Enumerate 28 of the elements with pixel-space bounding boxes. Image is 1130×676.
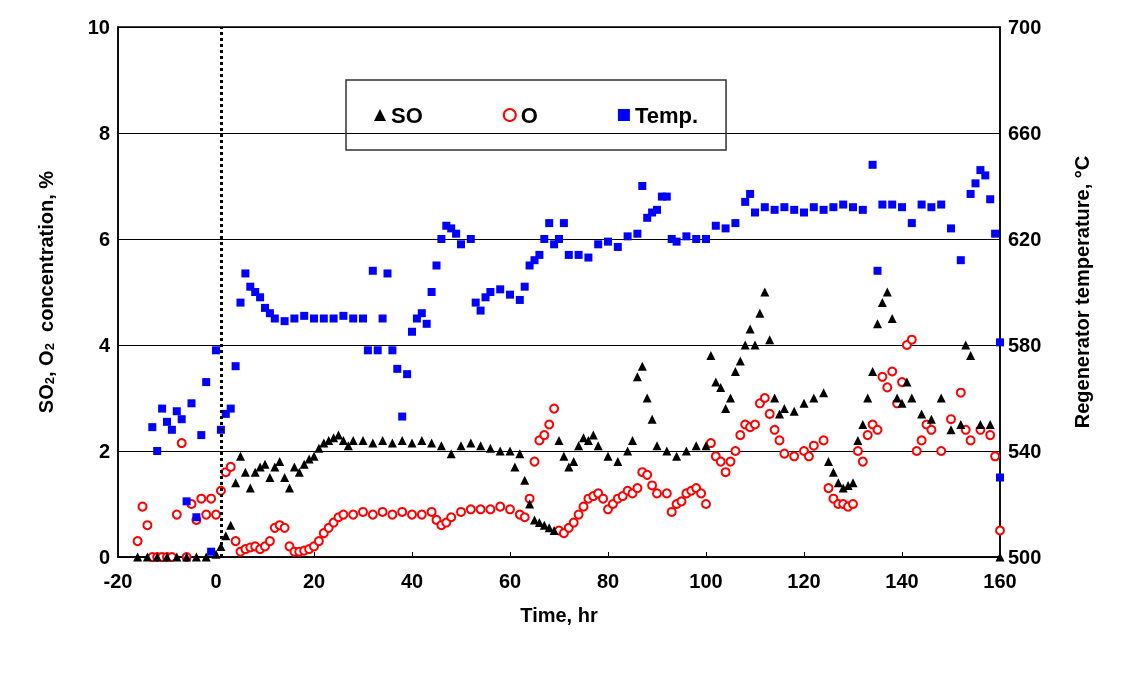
x-tick-label: 100 <box>689 570 723 592</box>
legend-label: Temp. <box>634 102 699 128</box>
x-tick-label: 20 <box>302 570 326 592</box>
x-tick-label: 140 <box>885 570 919 592</box>
legend-label: O <box>520 102 538 128</box>
x-tick-label: 160 <box>983 570 1017 592</box>
y-tick-label: 0 <box>98 546 110 568</box>
y-tick-label: 6 <box>98 228 110 250</box>
x-tick-label: 40 <box>400 570 424 592</box>
legend-label: SO <box>391 102 423 128</box>
y2-tick-label: 700 <box>1008 16 1042 38</box>
y-tick-label: 4 <box>98 334 111 356</box>
y2-tick-label: 540 <box>1008 440 1042 462</box>
x-tick-label: 120 <box>787 570 821 592</box>
y2-tick-label: 660 <box>1008 122 1042 144</box>
y-axis-title: SO2, O2 concentration, % <box>34 170 57 414</box>
y-tick-label: 10 <box>87 16 110 38</box>
y2-tick-label: 580 <box>1008 334 1042 356</box>
y-tick-label: 8 <box>98 122 110 144</box>
x-tick-label: 80 <box>596 570 620 592</box>
x-tick-label: 0 <box>210 570 222 592</box>
x-axis-title: Time, hr <box>520 604 598 626</box>
x-tick-label: 60 <box>498 570 522 592</box>
y2-axis-title: Regenerator temperature, °C <box>1071 155 1093 429</box>
y-tick-label: 2 <box>98 440 110 462</box>
x-tick-label: -20 <box>103 570 133 592</box>
y2-tick-label: 620 <box>1008 228 1042 250</box>
y2-tick-label: 500 <box>1008 546 1042 568</box>
